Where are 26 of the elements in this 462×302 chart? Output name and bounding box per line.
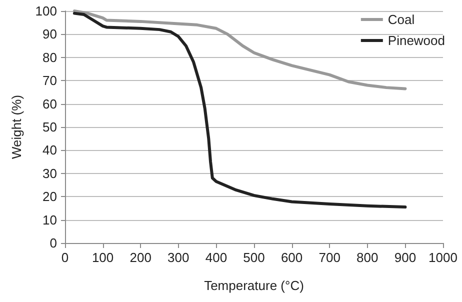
x-tick-label: 500 xyxy=(243,250,265,265)
x-tick-label: 200 xyxy=(130,250,152,265)
x-tick-label: 0 xyxy=(61,250,69,265)
x-tick-label: 400 xyxy=(205,250,228,265)
y-tick-label: 40 xyxy=(42,142,57,158)
y-tick-label: 10 xyxy=(42,212,57,228)
legend-label: Pinewood xyxy=(388,33,446,48)
legend-label: Coal xyxy=(388,12,415,27)
y-tick-label: 90 xyxy=(42,26,57,42)
y-tick-label: 30 xyxy=(42,166,57,181)
x-tick-label: 300 xyxy=(168,250,190,265)
y-tick-label: 60 xyxy=(42,96,57,112)
x-tick-label: 100 xyxy=(92,250,114,265)
x-tick-label: 900 xyxy=(394,250,416,265)
x-axis-title: Temperature (°C) xyxy=(204,278,304,293)
x-tick-label: 600 xyxy=(280,250,303,265)
y-tick-label: 20 xyxy=(42,189,57,204)
y-tick-label: 0 xyxy=(50,236,57,250)
y-tick-label: 100 xyxy=(35,4,57,18)
x-tick-label: 1000 xyxy=(428,250,458,265)
y-tick-label: 70 xyxy=(42,73,57,88)
y-tick-label: 80 xyxy=(42,50,57,65)
x-tick-label: 700 xyxy=(318,250,340,265)
y-tick-label: 50 xyxy=(42,120,57,134)
x-tick-label: 800 xyxy=(356,250,378,265)
y-axis-title: Weight (%) xyxy=(9,94,24,160)
